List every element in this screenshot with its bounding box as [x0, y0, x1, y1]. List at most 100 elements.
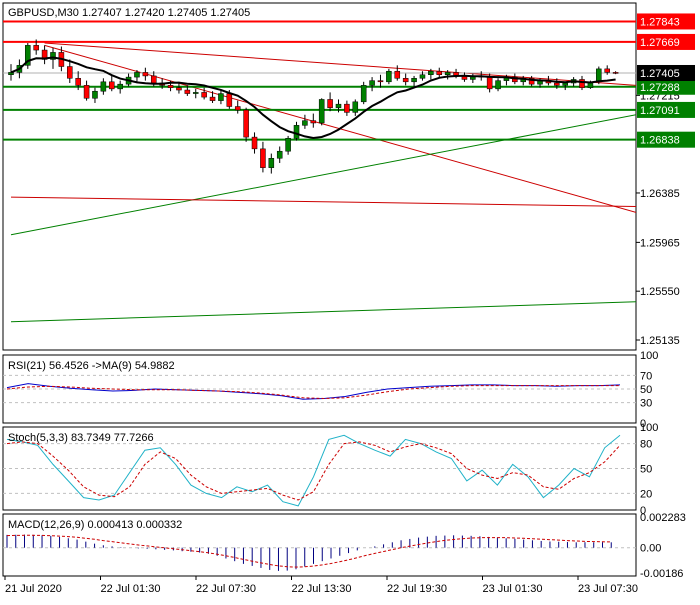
- candle-body: [344, 103, 350, 113]
- candle-body: [134, 72, 140, 78]
- candle-body: [33, 45, 39, 51]
- candle-body: [310, 120, 317, 124]
- candle-body: [209, 96, 216, 101]
- candle-body: [167, 85, 174, 88]
- axis-tick-label: 0.002283: [640, 512, 686, 524]
- macd-panel[interactable]: 0.002283 0.00 -0.00186 MACD(12,26,9) 0.0004…: [3, 512, 686, 580]
- macd-signal-line: [6, 534, 612, 568]
- trendline: [10, 301, 637, 323]
- level-price-label: 1.27669: [640, 37, 680, 49]
- time-tick-label: 21 Jul 2020: [5, 583, 62, 595]
- level-price-label: 1.27843: [640, 16, 680, 28]
- candle-body: [528, 78, 535, 85]
- candle-body: [276, 150, 283, 159]
- candle-body: [596, 68, 602, 83]
- candle-body: [251, 136, 258, 150]
- level-price-tag: [637, 13, 695, 30]
- candle-body: [428, 70, 434, 76]
- candle-body: [150, 75, 157, 84]
- price-panel[interactable]: 1.272151.263851.259651.255501.251351.278…: [3, 7, 695, 347]
- candle-body: [201, 92, 207, 98]
- candle-body: [192, 92, 199, 94]
- stochastic-panel[interactable]: 100 80 50 20 0 Stoch(5,3,3) 83.7349 77.7266: [3, 422, 658, 517]
- level-price-label: 1.26838: [640, 135, 680, 147]
- candle-body: [369, 80, 375, 86]
- panel-frames: [2, 2, 637, 577]
- candle-body: [386, 70, 392, 83]
- indicator-series-line: [6, 434, 621, 507]
- candle-body: [67, 66, 73, 79]
- panel-border-price: [2, 2, 637, 351]
- candle-body: [285, 138, 291, 152]
- candle-body: [75, 78, 81, 86]
- candle-body: [554, 82, 560, 86]
- time-axis: 21 Jul 2020 22 Jul 01:30 22 Jul 07:30 22 Ju…: [4, 576, 638, 595]
- candle-body: [100, 81, 107, 92]
- time-tick-label: 23 Jul 07:30: [578, 583, 638, 595]
- level-price-label: 1.27288: [640, 82, 680, 94]
- candle-body: [495, 80, 501, 90]
- axis-tick-label: 80: [640, 439, 652, 451]
- candle-body: [184, 89, 191, 94]
- candle-body: [377, 80, 384, 83]
- candle-body: [260, 148, 266, 168]
- axis-tick-label: 100: [640, 422, 658, 434]
- trendline: [10, 196, 637, 207]
- price-chart-title: GBPUSD,M30 1.27407 1.27420 1.27405 1.274…: [8, 7, 250, 19]
- price-tick-label: 1.26385: [640, 188, 680, 200]
- candle-body: [142, 72, 149, 77]
- candle-body: [8, 72, 14, 76]
- axis-tick-label: 70: [640, 370, 652, 382]
- indicator-series-line: [6, 441, 621, 501]
- candle-body: [444, 72, 451, 76]
- time-tick-label: 23 Jul 01:30: [483, 583, 543, 595]
- level-price-tag: [637, 131, 695, 148]
- candle-body: [117, 83, 123, 90]
- candle-body: [411, 78, 417, 83]
- indicator-series-line: [6, 385, 620, 400]
- axis-tick-label: 100: [640, 350, 658, 362]
- candle-body: [293, 125, 300, 139]
- level-price-label: 1.27091: [640, 105, 680, 117]
- candle-body: [419, 74, 426, 79]
- price-tick-label: 1.25550: [640, 286, 680, 298]
- candle-body: [562, 82, 568, 86]
- axis-tick-label: 0: [640, 418, 646, 430]
- candle-body: [335, 103, 342, 108]
- candle-body: [218, 93, 224, 101]
- time-tick-label: 22 Jul 01:30: [101, 583, 161, 595]
- candle-body: [486, 76, 493, 90]
- price-tick-label: 1.25135: [640, 335, 680, 347]
- candle-body: [394, 70, 401, 79]
- axis-tick-label: 0.00: [640, 543, 661, 555]
- candle-body: [402, 78, 409, 83]
- candle-body: [360, 85, 367, 103]
- candle-body: [604, 68, 610, 73]
- axis-tick-label: -0.00186: [640, 568, 683, 580]
- candle-body: [327, 99, 333, 108]
- candle-body: [108, 81, 115, 90]
- trendline: [10, 114, 637, 236]
- price-tick-label: 1.25965: [640, 237, 680, 249]
- level-price-tag: [637, 33, 695, 50]
- candle-body: [302, 120, 308, 126]
- time-tick-label: 22 Jul 13:30: [292, 583, 352, 595]
- axis-tick-label: 50: [640, 464, 652, 476]
- panel-border-macd: [2, 513, 637, 577]
- axis-tick-label: 20: [640, 488, 652, 500]
- candle-body: [612, 72, 619, 74]
- candle-body: [50, 52, 56, 60]
- candle-body: [243, 109, 249, 138]
- candle-body: [25, 45, 31, 66]
- rsi-panel[interactable]: 100 70 50 30 0 RSI(21) 56.4526 ->MA(9) 54.988…: [3, 350, 658, 430]
- candle-body: [92, 90, 98, 99]
- candle-body: [83, 85, 90, 99]
- level-price-tag: [637, 78, 695, 95]
- trendline: [44, 42, 637, 86]
- indicator-title: MACD(12,26,9) 0.000413 0.000332: [8, 519, 182, 531]
- axis-tick-label: 50: [640, 384, 652, 396]
- current-price-label: 1.27405: [640, 68, 680, 80]
- indicator-title: Stoch(5,3,3) 83.7349 77.7266: [8, 432, 154, 444]
